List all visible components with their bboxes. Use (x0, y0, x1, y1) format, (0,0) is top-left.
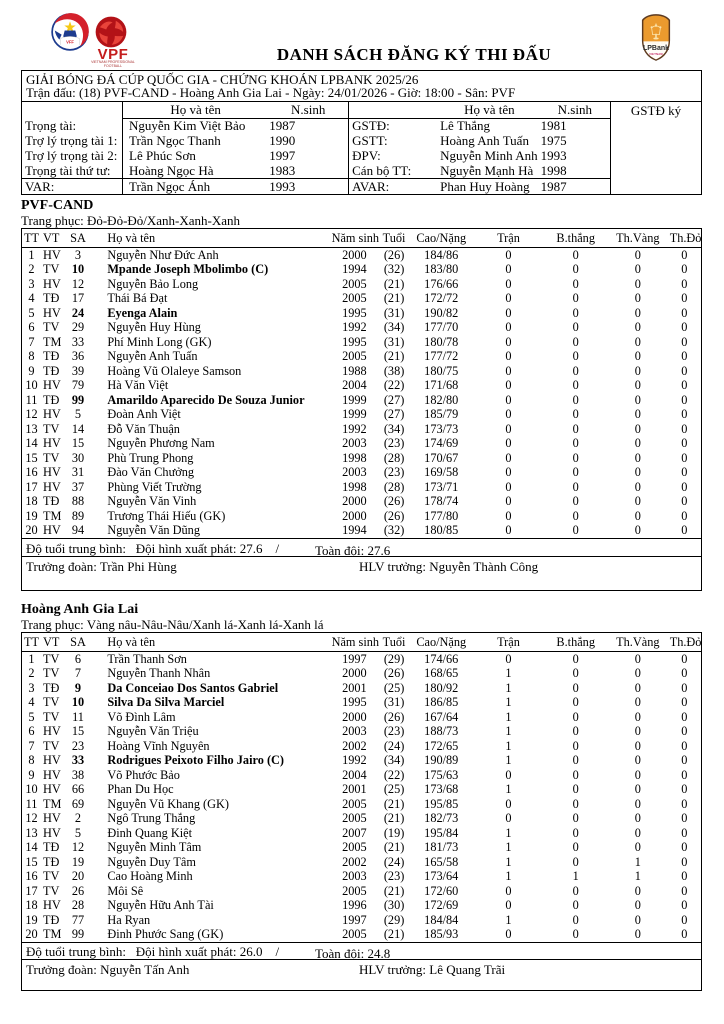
svg-text:VFF: VFF (66, 39, 74, 44)
